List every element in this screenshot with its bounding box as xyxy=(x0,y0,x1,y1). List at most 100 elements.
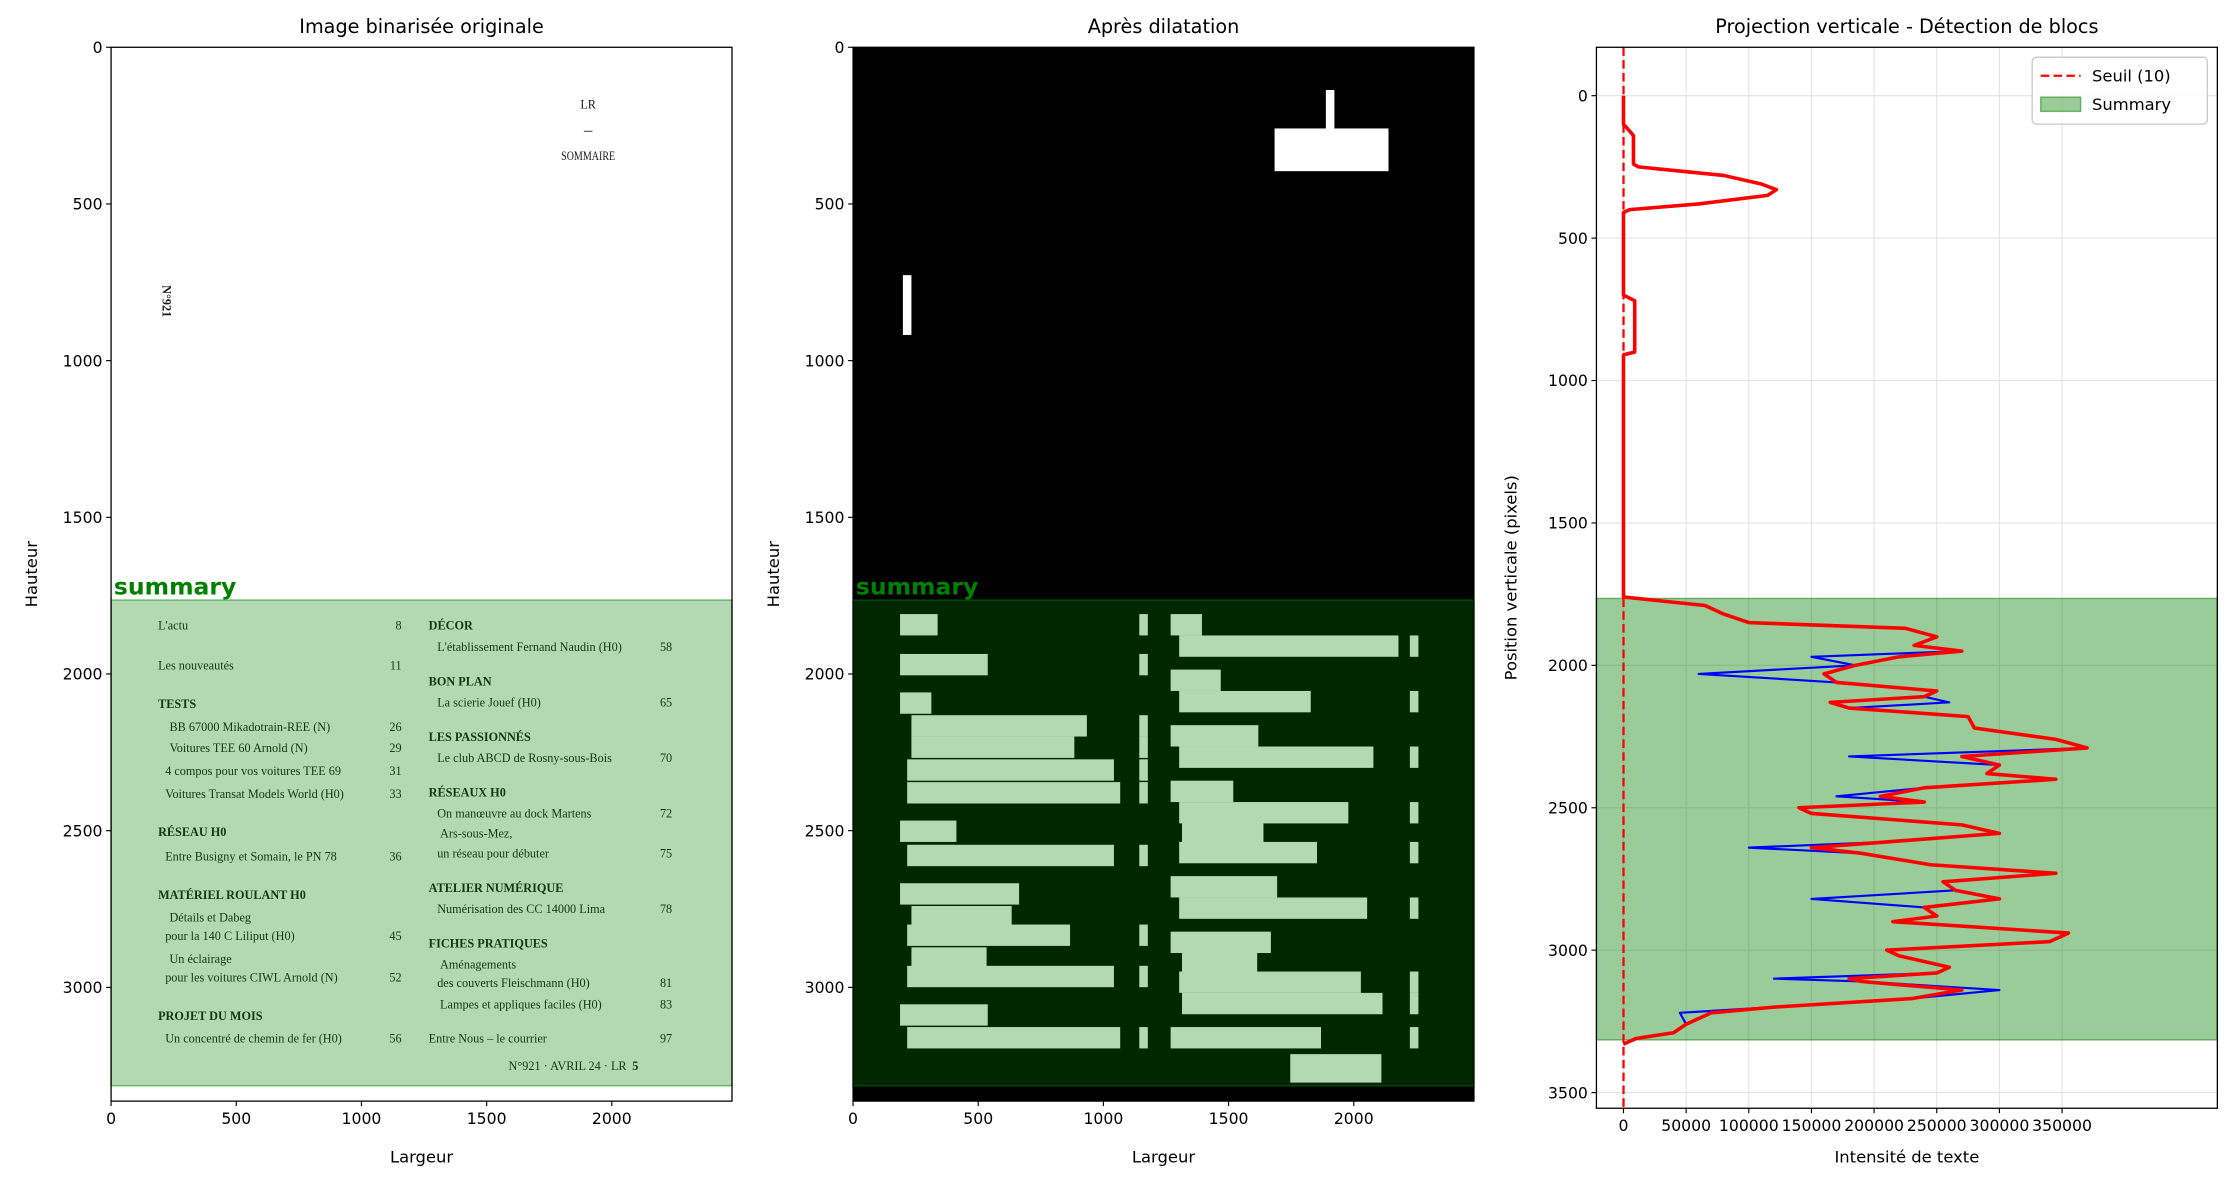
toc-entry: TESTS xyxy=(158,697,196,711)
toc-entry: Aménagements xyxy=(440,958,516,972)
toc-entry: 4 compos pour vos voitures TEE 69 xyxy=(165,764,341,778)
x-tick-label: 1000 xyxy=(342,1109,382,1128)
dilated-blob xyxy=(907,844,1114,867)
x-tick-label: 500 xyxy=(221,1109,251,1128)
y-tick-label: 1000 xyxy=(1548,371,1588,390)
axes-frame xyxy=(852,46,1475,1102)
toc-page: 97 xyxy=(660,1032,672,1046)
y-tick-label: 1000 xyxy=(63,351,103,370)
dilated-blob xyxy=(1409,746,1419,768)
dilated-blob xyxy=(1290,1054,1382,1083)
dilated-blob xyxy=(1182,821,1264,844)
y-tick-label: 0 xyxy=(1578,86,1588,105)
toc-page: 56 xyxy=(389,1032,401,1046)
toc-entry: DÉCOR xyxy=(429,619,473,633)
toc-entry: LES PASSIONNÉS xyxy=(429,730,531,744)
dilated-blob xyxy=(911,906,1012,928)
block-region xyxy=(852,599,1475,1087)
dilated-blob xyxy=(1139,844,1148,867)
x-tick-label: 100000 xyxy=(1719,1116,1779,1135)
y-tick-label: 3500 xyxy=(1548,1083,1588,1102)
dilated-blob xyxy=(900,1004,988,1026)
toc-entry: PROJET DU MOIS xyxy=(158,1009,263,1023)
dilated-blob xyxy=(1179,746,1374,768)
toc-entry: un réseau pour débuter xyxy=(437,847,549,861)
dilated-blob xyxy=(1179,635,1399,657)
toc-entry: Le club ABCD de Rosny-sous-Bois xyxy=(437,751,612,765)
x-tick-label: 350000 xyxy=(2032,1116,2092,1135)
block-region xyxy=(110,599,733,1087)
legend-swatch xyxy=(2040,96,2082,113)
dilated-blob xyxy=(1139,715,1148,737)
x-tick-label: 0 xyxy=(106,1109,116,1128)
y-tick-label: 2500 xyxy=(805,821,845,840)
legend-box xyxy=(2031,56,2209,125)
x-tick-label: 500 xyxy=(963,1109,993,1128)
x-tick-label: 0 xyxy=(848,1109,858,1128)
x-tick-label: 50000 xyxy=(1661,1116,1711,1135)
dilated-blob xyxy=(1139,759,1148,781)
block-label: summary xyxy=(856,572,978,600)
toc-page: 36 xyxy=(389,849,401,863)
toc-entry: Voitures Transat Models World (H0) xyxy=(165,787,344,801)
dilated-blob xyxy=(1170,669,1221,691)
dilated-blob xyxy=(1139,965,1148,988)
toc-entry: Entre Busigny et Somain, le PN 78 xyxy=(165,849,337,863)
dilated-blob xyxy=(1409,841,1419,864)
dilated-blob xyxy=(1170,876,1278,898)
toc-entry: pour les voitures CIWL Arnold (N) xyxy=(165,970,338,984)
toc-page: 11 xyxy=(390,659,402,673)
dilated-blob xyxy=(900,653,988,676)
dilated-blob xyxy=(900,820,957,842)
y-tick-label: 2000 xyxy=(805,665,845,684)
dilated-blob xyxy=(1179,841,1318,864)
dilated-blob xyxy=(1409,897,1419,919)
y-tick-label: 2500 xyxy=(63,821,103,840)
toc-entry: Les nouveautés xyxy=(158,659,234,673)
dilated-blob xyxy=(1409,971,1419,993)
x-axis-label: Intensité de texte xyxy=(1834,1147,1979,1166)
dilated-blob xyxy=(1179,897,1368,919)
toc-entry: RÉSEAU H0 xyxy=(158,825,226,839)
toc-page: 31 xyxy=(389,764,401,778)
y-tick-label: 2500 xyxy=(1548,798,1588,817)
dilated-blob xyxy=(1409,992,1419,1015)
toc-entry: L'actu xyxy=(158,619,188,633)
dilated-blob xyxy=(1139,736,1148,758)
toc-entry: La scierie Jouef (H0) xyxy=(437,696,541,710)
image-background xyxy=(111,47,732,1102)
page-footer: N°921 · AVRIL 24 · LR xyxy=(509,1059,628,1073)
toc-page: 81 xyxy=(660,976,672,990)
toc-page: 52 xyxy=(389,970,401,984)
toc-entry: Détails et Dabeg xyxy=(169,911,251,925)
y-axis-label: Hauteur xyxy=(764,541,783,608)
dilated-blob xyxy=(900,692,932,714)
dilated-blob xyxy=(900,614,938,636)
x-tick-label: 1500 xyxy=(467,1109,507,1128)
page-issue: N°921 xyxy=(159,285,173,317)
legend-label: Summary xyxy=(2092,95,2171,114)
dilated-blob xyxy=(1409,635,1419,657)
subplot-title: Image binarisée originale xyxy=(299,15,543,38)
dilated-blob xyxy=(1325,90,1335,130)
dilated-blob xyxy=(1139,924,1148,946)
toc-entry: des couverts Fleischmann (H0) xyxy=(437,976,590,990)
dilated-blob xyxy=(911,736,1075,758)
y-tick-label: 1500 xyxy=(63,508,103,527)
y-tick-label: 0 xyxy=(93,38,103,57)
x-tick-label: 1000 xyxy=(1083,1109,1123,1128)
subplot-title: Projection verticale - Détection de bloc… xyxy=(1715,15,2098,38)
y-tick-label: 2000 xyxy=(63,665,103,684)
toc-entry: ATELIER NUMÉRIQUE xyxy=(429,881,564,895)
dilated-blob xyxy=(1409,690,1419,713)
toc-page: 45 xyxy=(389,929,401,943)
dilated-blob xyxy=(1139,653,1148,676)
dilated-blob xyxy=(1170,614,1202,636)
x-tick-label: 0 xyxy=(1619,1116,1629,1135)
y-axis-label: Hauteur xyxy=(22,541,41,608)
dilated-blob xyxy=(1170,931,1271,954)
toc-page: 72 xyxy=(660,807,672,821)
y-tick-label: 3000 xyxy=(805,978,845,997)
y-tick-label: 3000 xyxy=(1548,941,1588,960)
